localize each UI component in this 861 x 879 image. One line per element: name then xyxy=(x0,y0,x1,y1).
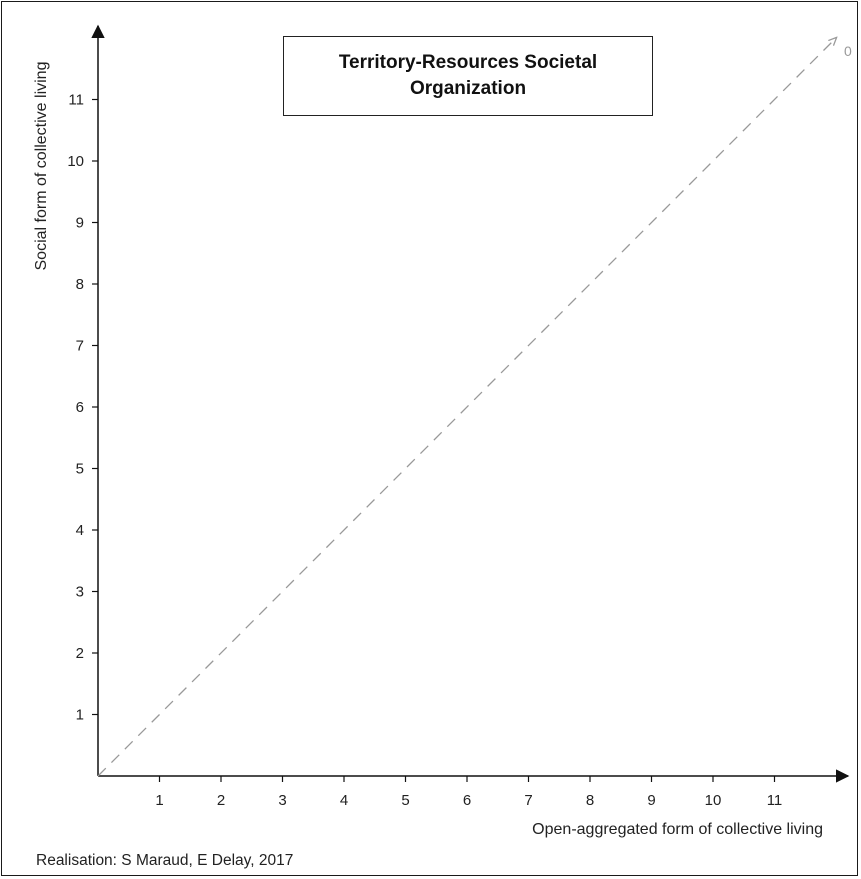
x-tick-label: 10 xyxy=(705,792,722,809)
x-tick-label: 11 xyxy=(767,792,783,809)
x-axis-label: Open-aggregated form of collective livin… xyxy=(532,821,823,838)
x-tick-label: 4 xyxy=(340,792,348,809)
x-tick-label: 3 xyxy=(278,792,286,809)
chart-title: Territory-Resources Societal Organizatio… xyxy=(338,52,598,99)
x-tick-label: 1 xyxy=(155,792,163,809)
y-tick-label: 1 xyxy=(76,707,84,724)
x-tick-label: 2 xyxy=(217,792,225,809)
credit-caption: Realisation: S Maraud, E Delay, 2017 xyxy=(36,852,294,869)
y-tick-label: 7 xyxy=(76,338,84,355)
y-tick-label: 5 xyxy=(76,461,84,478)
y-axis-label: Social form of collective living xyxy=(33,62,50,271)
chart-title-box: Territory-Resources Societal Organizatio… xyxy=(283,36,653,116)
x-tick-label: 6 xyxy=(463,792,471,809)
y-tick-label: 3 xyxy=(76,584,84,601)
x-tick-label: 8 xyxy=(586,792,594,809)
diagonal-end-label: 0 xyxy=(844,43,852,59)
reference-diagonal-line xyxy=(97,38,836,777)
y-tick-label: 9 xyxy=(76,215,84,232)
y-tick-label: 6 xyxy=(76,399,84,416)
y-tick-label: 4 xyxy=(76,522,84,539)
y-tick-label: 8 xyxy=(76,276,84,293)
y-tick-label: 10 xyxy=(67,153,84,170)
x-tick-label: 5 xyxy=(401,792,409,809)
x-tick-label: 7 xyxy=(524,792,532,809)
y-tick-label: 11 xyxy=(68,92,84,109)
y-tick-label: 2 xyxy=(76,645,84,662)
x-tick-label: 9 xyxy=(647,792,655,809)
